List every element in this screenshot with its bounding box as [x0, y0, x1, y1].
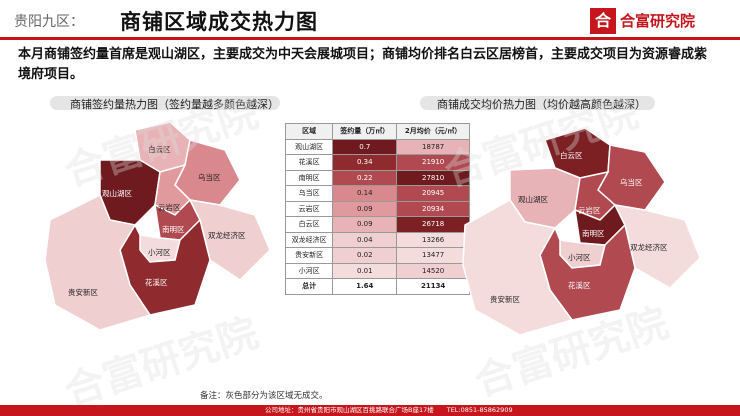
district-cell: 白云区: [284, 216, 334, 233]
volume-cell: 0.7: [332, 138, 398, 155]
district-cell: 总计: [284, 278, 334, 295]
map-label: 贵安新区: [68, 287, 98, 297]
district-cell: 南明区: [284, 169, 334, 186]
volume-heat-map: 白云区 观山湖区 乌当区 云岩区 南明区 小河区 双龙经济区 花溪区 贵安新区: [44, 121, 271, 331]
map-guian: [44, 193, 152, 331]
column-header: 2月均价（元/㎡）: [396, 123, 470, 140]
map-label: 观山湖区: [518, 194, 548, 204]
map-label: 花溪区: [568, 280, 591, 290]
map-label: 双龙经济区: [630, 242, 668, 252]
header-divider: [0, 37, 740, 40]
map-label: 白云区: [560, 150, 583, 160]
table-row: 花溪区 0.34 21910: [284, 154, 470, 171]
region-label: 贵阳九区：: [14, 14, 84, 30]
table-row: 白云区 0.09 26718: [284, 216, 470, 233]
district-data-table: 区域 签约量（万㎡） 2月均价（元/㎡） 观山湖区 0.7 18787 花溪区 …: [284, 123, 470, 295]
footer-address: 公司地址：贵州省贵阳市观山湖区百挑路联合广场B座17楼 TEL:0851-858…: [265, 406, 513, 414]
table-row: 南明区 0.22 27810: [284, 169, 470, 186]
map-label: 观山湖区: [102, 188, 132, 198]
map-label: 花溪区: [145, 277, 168, 287]
company-logo: 合 合富研究院: [590, 8, 730, 34]
price-cell: 27810: [396, 169, 470, 186]
table-row: 观山湖区 0.7 18787: [284, 138, 470, 155]
map-label: 云岩区: [578, 205, 601, 215]
map-label: 南明区: [162, 224, 185, 234]
map-guian: [462, 199, 574, 336]
volume-cell: 0.09: [332, 216, 398, 233]
district-cell: 观山湖区: [284, 138, 334, 155]
volume-cell: 0.04: [332, 231, 398, 248]
map-label: 乌当区: [198, 172, 221, 182]
volume-cell: 0.01: [332, 262, 398, 279]
volume-cell: 1.64: [332, 278, 398, 295]
volume-cell: 0.02: [332, 247, 398, 264]
price-heat-map: 白云区 观山湖区 乌当区 云岩区 南明区 小河区 双龙经济区 花溪区 贵安新区: [462, 127, 701, 336]
footnote: 备注：灰色部分为该区域无成交。: [200, 391, 328, 401]
table-row: 乌当区 0.14 20945: [284, 185, 470, 202]
district-cell: 双龙经济区: [284, 231, 334, 248]
district-cell: 乌当区: [284, 185, 334, 202]
header: 贵阳九区： 商铺区域成交热力图 合 合富研究院: [0, 0, 740, 40]
map-label: 白云区: [148, 144, 171, 154]
price-cell: 20945: [396, 185, 470, 202]
volume-cell: 0.22: [332, 169, 398, 186]
price-cell: 21134: [396, 278, 470, 295]
right-map-title: 商铺成交均价热力图（均价越高颜色越深）: [437, 98, 646, 111]
left-title-shade: [50, 96, 280, 110]
volume-cell: 0.09: [332, 200, 398, 217]
table-row: 小河区 0.01 14520: [284, 262, 470, 279]
summary-text: 本月商铺签约量首席是观山湖区，主要成交为中天会展城项目；商铺均价排名白云区居榜首…: [18, 47, 708, 82]
table-total-row: 总计 1.64 21134: [284, 278, 470, 295]
map-label: 云岩区: [158, 202, 181, 212]
volume-cell: 0.34: [332, 154, 398, 171]
footer-bar: 公司地址：贵州省贵阳市观山湖区百挑路联合广场B座17楼 TEL:0851-858…: [0, 405, 740, 416]
district-cell: 小河区: [284, 262, 334, 279]
table-header-row: 区域 签约量（万㎡） 2月均价（元/㎡）: [284, 123, 470, 140]
map-label: 贵安新区: [490, 294, 520, 304]
price-cell: 20934: [396, 200, 470, 217]
price-cell: 13477: [396, 247, 470, 264]
price-cell: 18787: [396, 138, 470, 155]
district-cell: 贵安新区: [284, 247, 334, 264]
table-row: 双龙经济区 0.04 13266: [284, 231, 470, 248]
page-title: 商铺区域成交热力图: [120, 10, 318, 34]
price-cell: 21910: [396, 154, 470, 171]
column-header: 签约量（万㎡）: [332, 123, 398, 140]
table-row: 贵安新区 0.02 13477: [284, 247, 470, 264]
map-label: 小河区: [568, 253, 591, 262]
district-cell: 花溪区: [284, 154, 334, 171]
volume-cell: 0.14: [332, 185, 398, 202]
map-label: 南明区: [582, 228, 605, 238]
map-label: 小河区: [148, 248, 171, 257]
map-label: 双龙经济区: [208, 230, 246, 240]
district-cell: 云岩区: [284, 200, 334, 217]
right-title-shade: [420, 96, 655, 110]
logo-mark-icon: 合: [590, 8, 616, 34]
price-cell: 13266: [396, 231, 470, 248]
map-label: 乌当区: [620, 177, 643, 187]
price-cell: 14520: [396, 262, 470, 279]
left-map-title: 商铺签约量热力图（签约量越多颜色越深）: [70, 98, 279, 111]
table-row: 云岩区 0.09 20934: [284, 200, 470, 217]
column-header: 区域: [284, 123, 334, 140]
price-cell: 26718: [396, 216, 470, 233]
logo-text: 合富研究院: [620, 12, 696, 30]
